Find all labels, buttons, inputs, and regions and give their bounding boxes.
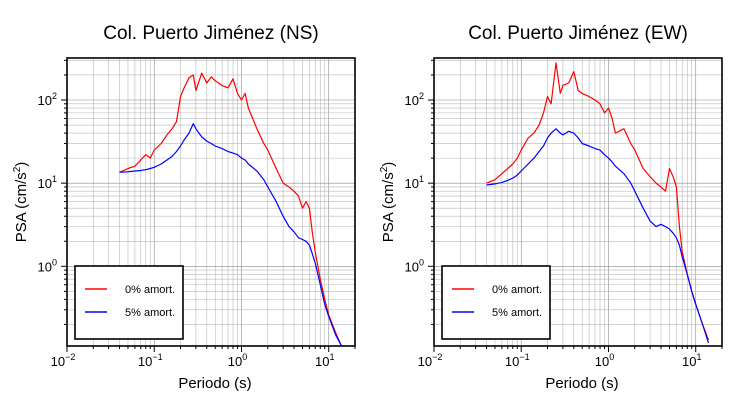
chart-title: Col. Puerto Jiménez (NS) — [103, 23, 318, 44]
x-tick-label: 10−1 — [138, 352, 163, 369]
legend: 0% amort. 5% amort. — [74, 265, 184, 340]
x-tick-label: 100 — [595, 352, 614, 369]
y-tick-label: 101 — [38, 174, 57, 191]
x-tick-label: 10−2 — [51, 352, 76, 369]
legend-label: 0% amort. — [125, 284, 175, 296]
grid — [66, 58, 356, 346]
y-tick-label: 102 — [405, 91, 424, 108]
series-line-red — [119, 72, 343, 347]
y-tick-label: 100 — [38, 257, 57, 274]
y-axis-label: PSA (cm/s2) — [379, 162, 397, 243]
x-tick-label: 10−2 — [418, 352, 443, 369]
legend-label: 5% amort. — [492, 307, 542, 319]
x-tick-label: 101 — [315, 352, 334, 369]
y-tick-label: 101 — [405, 174, 424, 191]
series-line-blue — [119, 122, 343, 347]
legend: 0% amort. 5% amort. — [441, 265, 551, 340]
series-line-blue — [486, 128, 710, 344]
x-tick-label: 10−1 — [505, 352, 530, 369]
x-axis-label: Periodo (s) — [178, 375, 251, 392]
chart-title: Col. Puerto Jiménez (EW) — [468, 23, 688, 44]
legend-label: 0% amort. — [492, 284, 542, 296]
legend-label: 5% amort. — [125, 307, 175, 319]
y-tick-label: 100 — [405, 257, 424, 274]
legend-box — [441, 265, 551, 340]
x-tick-label: 100 — [228, 352, 247, 369]
y-axis-label: PSA (cm/s2) — [12, 162, 30, 243]
chart-panel-1: 10−2 10−1 100 101 100 101 102 Col. Puerto Jimén… — [12, 23, 356, 392]
x-tick-label: 101 — [682, 352, 701, 369]
chart-panel-2: 10−2 10−1 100 101 100 101 102 Col. Puerto Jimén… — [379, 23, 723, 392]
x-axis-label: Periodo (s) — [545, 375, 618, 392]
series-line-red — [486, 62, 710, 341]
y-tick-label: 102 — [38, 91, 57, 108]
legend-box — [74, 265, 184, 340]
